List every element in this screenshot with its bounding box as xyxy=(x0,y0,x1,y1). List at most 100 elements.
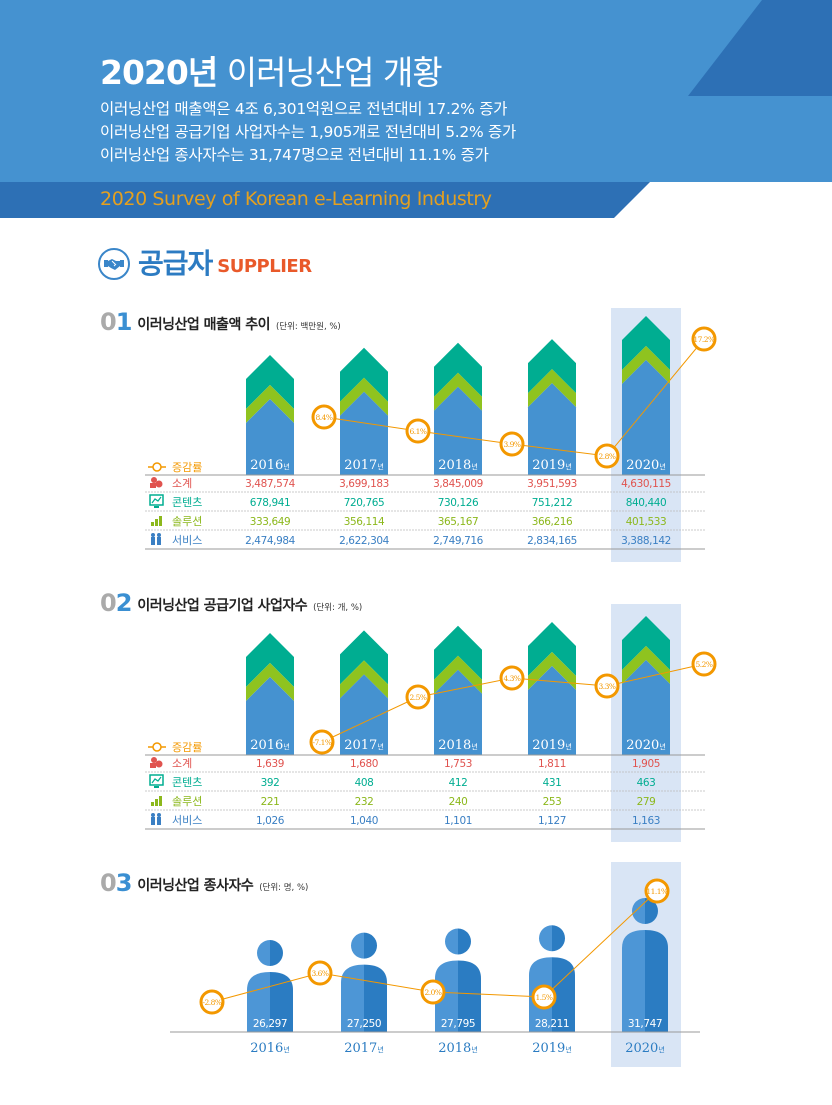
cell-solution-2019: 253 xyxy=(543,796,562,808)
year-label-2018: 2018년 xyxy=(438,1041,478,1056)
bar-2020-content xyxy=(622,616,670,670)
cell-total-2020: 4,630,115 xyxy=(621,478,671,490)
growth-rate-2019-marker xyxy=(594,673,620,699)
growth-rate-2019-label: 1.5% xyxy=(535,993,552,1002)
person-2020-body-left xyxy=(622,930,645,1032)
growth-rate-2020-label: 17.2% xyxy=(693,335,715,344)
summary-line-companies: 이러닝산업 공급기업 사업자수는 1,905개로 전년대비 5.2% 증가 xyxy=(100,123,516,141)
cell-service-2018: 2,749,716 xyxy=(433,535,484,547)
cell-solution-2020: 279 xyxy=(637,796,656,808)
year-label-2017: 2017년 xyxy=(344,738,384,753)
cell-solution-2020: 401,533 xyxy=(626,516,667,528)
row-label-solution: 솔루션 xyxy=(172,515,202,528)
section-01-heading: 01 이러닝산업 매출액 추이 (단위: 백만원, %) xyxy=(100,310,341,334)
bar-graph-icon xyxy=(155,519,158,526)
cell-service-2016: 1,026 xyxy=(256,815,285,827)
person-2020-head-left xyxy=(632,898,645,924)
monitor-chart-icon-stand xyxy=(154,786,159,788)
year-label-2020: 2020년 xyxy=(626,458,666,473)
coins-icon-part xyxy=(155,480,163,488)
person-2017-head-right xyxy=(364,932,378,959)
person-2020-body-right xyxy=(645,930,668,1032)
year-label-2016: 2016년 xyxy=(250,458,290,473)
growth-rate-2017-label: 6.1% xyxy=(409,427,426,436)
growth-rate-2019-label: 2.8% xyxy=(598,452,615,461)
bar-2017-service xyxy=(340,674,388,755)
bar-graph-icon xyxy=(159,516,162,526)
growth-rate-2016-marker xyxy=(199,989,225,1015)
growth-rate-2016-label: 8.4% xyxy=(315,413,332,422)
person-2019-head-right xyxy=(552,925,565,952)
person-2016-head-right xyxy=(270,940,283,966)
cell-total-2017: 3,699,183 xyxy=(339,478,389,490)
row-label-service: 서비스 xyxy=(172,814,202,827)
monitor-chart-icon-line xyxy=(151,776,162,784)
year-label-2017: 2017년 xyxy=(344,1041,384,1056)
cell-service-2019: 2,834,165 xyxy=(527,535,577,547)
row-label-total: 소계 xyxy=(172,757,192,770)
employees-chart: 26,297 2016년 27,250 2017년 27,795 2018년 28,211 2… xyxy=(170,862,700,1067)
bar-2016-service xyxy=(246,399,294,475)
section-title: 이러닝산업 공급기업 사업자수 xyxy=(137,598,308,614)
cell-solution-2016: 221 xyxy=(261,796,280,808)
bar-2020-service xyxy=(622,660,670,755)
person-2019-head-left xyxy=(539,925,552,952)
cell-content-2019: 751,212 xyxy=(532,497,573,509)
growth-rate-2019-marker xyxy=(594,443,620,469)
summary-lines: 이러닝산업 매출액은 4조 6,301억원으로 전년대비 17.2% 증가 이러… xyxy=(100,98,516,167)
bar-2017-content xyxy=(340,630,388,685)
employee-count-2020: 31,747 xyxy=(628,1018,662,1030)
bar-2019-service xyxy=(528,666,576,755)
growth-rate-2019-marker xyxy=(531,984,557,1010)
section-unit: (단위: 개, %) xyxy=(313,603,363,613)
employee-count-2019: 28,211 xyxy=(535,1018,569,1030)
person-2016-body-left xyxy=(247,972,270,1032)
coins-icon-part xyxy=(150,763,156,768)
cell-content-2020: 840,440 xyxy=(626,497,667,509)
year-label-2019: 2019년 xyxy=(532,738,572,753)
monitor-chart-icon-line xyxy=(151,496,162,504)
survey-subtitle: 2020 Survey of Korean e-Learning Industr… xyxy=(100,188,492,210)
coins-icon xyxy=(151,477,157,483)
bar-2016-solution xyxy=(246,663,294,701)
page-title: 2020년 이러닝산업 개황 xyxy=(100,46,443,94)
bar-2017-solution xyxy=(340,660,388,699)
year-label-2016: 2016년 xyxy=(250,738,290,753)
row-label-total: 소계 xyxy=(172,477,192,490)
cell-content-2017: 720,765 xyxy=(344,497,385,509)
growth-rate-2017-label: 3.6% xyxy=(311,969,328,978)
bar-2016-solution xyxy=(246,385,294,423)
summary-line-employees: 이러닝산업 종사자수는 31,747명으로 전년대비 11.1% 증가 xyxy=(100,146,489,164)
growth-rate-2018-label: 4.3% xyxy=(503,674,520,683)
bar-2016-content xyxy=(246,355,294,409)
cell-total-2018: 3,845,009 xyxy=(433,478,483,490)
growth-rate-2020-marker xyxy=(691,326,717,352)
cell-content-2018: 412 xyxy=(449,777,468,789)
bar-2017-solution xyxy=(340,377,388,416)
growth-rate-2017-marker xyxy=(307,960,333,986)
coins-icon xyxy=(151,757,157,763)
section-03-heading: 03 이러닝산업 종사자수 (단위: 명, %) xyxy=(100,871,308,895)
cell-total-2019: 1,811 xyxy=(538,758,566,770)
cell-service-2016: 2,474,984 xyxy=(245,535,296,547)
bar-2020-solution xyxy=(622,646,670,684)
cell-content-2017: 408 xyxy=(355,777,374,789)
cell-content-2016: 678,941 xyxy=(250,497,291,509)
title-year: 2020년 xyxy=(100,53,218,92)
year-label-2018: 2018년 xyxy=(438,458,478,473)
person-2018-head-left xyxy=(445,928,458,955)
header-corner-shape xyxy=(688,0,832,96)
bar-2018-content xyxy=(434,625,482,680)
monitor-chart-icon xyxy=(149,774,164,786)
cell-solution-2019: 366,216 xyxy=(532,516,573,528)
growth-rate-2016-label: -7.1% xyxy=(312,738,331,747)
section-unit: (단위: 명, %) xyxy=(259,883,309,893)
monitor-chart-icon-stand xyxy=(154,506,159,508)
bar-graph-icon xyxy=(151,802,154,806)
bar-graph-icon xyxy=(151,522,154,526)
person-2016-head-left xyxy=(257,940,270,966)
person-2018-head-right xyxy=(458,928,471,955)
people-icon-body xyxy=(151,537,155,545)
bar-graph-icon xyxy=(159,796,162,806)
person-2017-head-left xyxy=(351,932,364,959)
